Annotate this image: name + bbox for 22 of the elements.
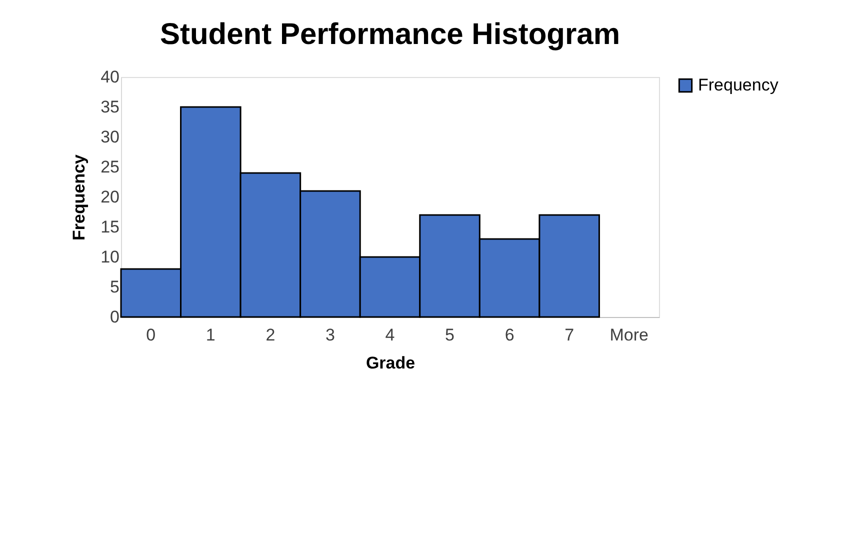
x-tick-label: 2	[266, 326, 276, 344]
legend-label: Frequency	[698, 76, 779, 94]
y-tick-label: 5	[110, 278, 120, 296]
y-tick-label: 15	[100, 218, 120, 236]
x-tick-label: More	[610, 326, 648, 344]
chart-title: Student Performance Histogram	[160, 18, 620, 51]
y-tick-label: 40	[100, 68, 120, 86]
y-tick-label: 20	[100, 188, 120, 206]
x-tick-label: 0	[146, 326, 156, 344]
x-tick-label: 3	[325, 326, 335, 344]
x-tick-label: 6	[504, 326, 514, 344]
y-tick-label: 35	[100, 98, 120, 116]
x-axis-title: Grade	[366, 354, 416, 372]
y-tick-label: 25	[100, 158, 120, 176]
y-tick-label: 10	[100, 248, 120, 266]
x-tick-label: 4	[385, 326, 395, 344]
x-tick-label: 5	[445, 326, 455, 344]
x-tick-label: 1	[206, 326, 216, 344]
x-tick-label: 7	[564, 326, 574, 344]
y-axis-title: Frequency	[70, 154, 89, 240]
y-tick-label: 0	[110, 308, 120, 326]
y-tick-label: 30	[100, 128, 120, 146]
